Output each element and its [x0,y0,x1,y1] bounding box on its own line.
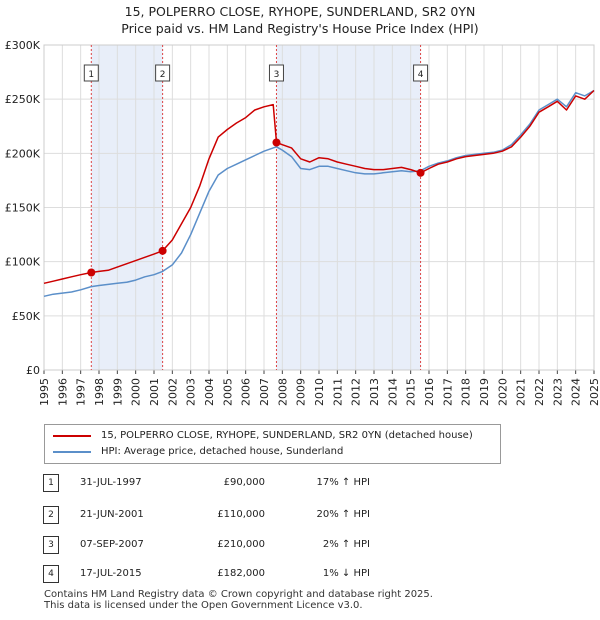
sale-number-badge: 3 [43,536,59,554]
sale-marker-box [155,64,171,82]
footer-attribution: Contains HM Land Registry data © Crown c… [44,589,433,611]
x-tick-label: 2021 [515,378,528,406]
sale-price: £210,000 [217,539,265,550]
chart-subtitle: Price paid vs. HM Land Registry's House … [121,21,479,36]
x-tick-label: 1999 [111,378,124,406]
hpi-series-line [43,89,595,298]
sale-hpi-change: 2% ↑ HPI [322,539,370,550]
x-tick-label: 2012 [350,378,363,406]
x-tick-label: 2010 [313,378,326,406]
sale-price: £182,000 [217,568,265,579]
sale-row: 4 17-JUL-2015 £182,000 1% ↓ HPI [0,565,600,583]
x-tick-label: 1997 [75,378,88,406]
y-tick-label: £100K [5,256,41,269]
legend-label-property: 15, POLPERRO CLOSE, RYHOPE, SUNDERLAND, … [101,430,473,441]
chart-title-block: 15, POLPERRO CLOSE, RYHOPE, SUNDERLAND, … [0,3,600,37]
sale-date: 21-JUN-2001 [80,509,144,520]
x-tick-label: 2004 [203,378,216,406]
sale-point [272,138,281,147]
x-tick-label: 2020 [496,378,509,406]
x-tick-label: 1998 [93,378,106,406]
sale-marker-label: 1 [88,70,94,80]
y-tick-label: £0 [26,364,40,377]
property-series-line [43,89,595,285]
x-tick-label: 2019 [478,378,491,406]
price-chart: £0 £50K £100K £150K £200K £250K £300K 1995 1996 1… [5,39,600,406]
chart-title: 15, POLPERRO CLOSE, RYHOPE, SUNDERLAND, … [124,4,476,19]
x-tick-label: 2025 [588,378,600,406]
sale-number-badge: 2 [43,506,59,524]
sale-marker-label: 3 [274,70,280,80]
legend-swatch-property [53,435,91,437]
x-tick-label: 2023 [551,378,564,406]
x-tick-label: 2001 [148,378,161,406]
x-tick-label: 2006 [240,378,253,406]
x-tick-label: 2024 [570,378,583,406]
plot-border [43,44,595,371]
sale-marker-label: 4 [418,70,424,80]
chart-legend: 15, POLPERRO CLOSE, RYHOPE, SUNDERLAND, … [44,424,501,464]
x-tick-label: 2003 [185,378,198,406]
x-tick-label: 2016 [423,378,436,406]
x-tick-label: 2000 [130,378,143,406]
sale-row: 1 31-JUL-1997 £90,000 17% ↑ HPI [0,474,600,492]
x-tick-label: 2002 [166,378,179,406]
x-tick-label: 2017 [441,378,454,406]
sale-row: 2 21-JUN-2001 £110,000 20% ↑ HPI [0,506,600,524]
y-tick-label: £200K [5,147,41,160]
sale-number-badge: 1 [43,474,59,492]
sale-price: £110,000 [217,509,265,520]
sale-marker-box [83,64,99,82]
footer-line-licence: This data is licensed under the Open Gov… [44,600,363,611]
sale-date: 31-JUL-1997 [80,477,142,488]
x-tick-label: 2008 [276,378,289,406]
sale-hpi-change: 1% ↓ HPI [322,568,370,579]
sale-point [416,168,425,177]
sale-date: 07-SEP-2007 [80,539,144,550]
legend-swatch-hpi [53,451,91,453]
sale-number-badge: 4 [43,565,59,583]
sale-hpi-change: 17% ↑ HPI [316,477,370,488]
sale-point [158,246,167,255]
sale-point [87,268,96,277]
x-tick-label: 2022 [533,378,546,406]
x-tick-label: 2014 [386,378,399,406]
x-tick-label: 2007 [258,378,271,406]
footer-line-copyright: Contains HM Land Registry data © Crown c… [44,589,433,600]
y-tick-label: £300K [5,39,41,52]
legend-label-hpi: HPI: Average price, detached house, Sund… [101,446,344,457]
sale-hpi-change: 20% ↑ HPI [316,509,370,520]
y-tick-label: £250K [5,93,41,106]
y-tick-label: £50K [12,310,41,323]
sale-marker-label: 2 [160,70,166,80]
sale-marker-box [413,64,429,82]
x-tick-label: 2009 [295,378,308,406]
x-tick-label: 2013 [368,378,381,406]
sale-date: 17-JUL-2015 [80,568,142,579]
sale-marker-box [268,64,284,82]
y-tick-label: £150K [5,202,41,215]
sale-price: £90,000 [223,477,265,488]
x-tick-label: 1996 [56,378,69,406]
x-tick-label: 2015 [405,378,418,406]
sale-row: 3 07-SEP-2007 £210,000 2% ↑ HPI [0,536,600,554]
x-tick-label: 2005 [221,378,234,406]
x-tick-label: 1995 [38,378,51,406]
x-tick-label: 2011 [331,378,344,406]
x-tick-label: 2018 [460,378,473,406]
